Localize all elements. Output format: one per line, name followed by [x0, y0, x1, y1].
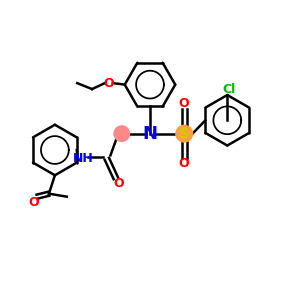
Text: O: O	[179, 97, 190, 110]
Text: N: N	[142, 125, 158, 143]
Text: O: O	[103, 76, 114, 90]
Text: O: O	[29, 196, 39, 208]
Text: NH: NH	[73, 152, 94, 165]
Text: O: O	[113, 177, 124, 190]
Text: Cl: Cl	[222, 83, 236, 96]
Text: O: O	[179, 157, 190, 170]
Circle shape	[114, 126, 130, 141]
Circle shape	[176, 125, 193, 142]
Text: S: S	[179, 127, 189, 141]
